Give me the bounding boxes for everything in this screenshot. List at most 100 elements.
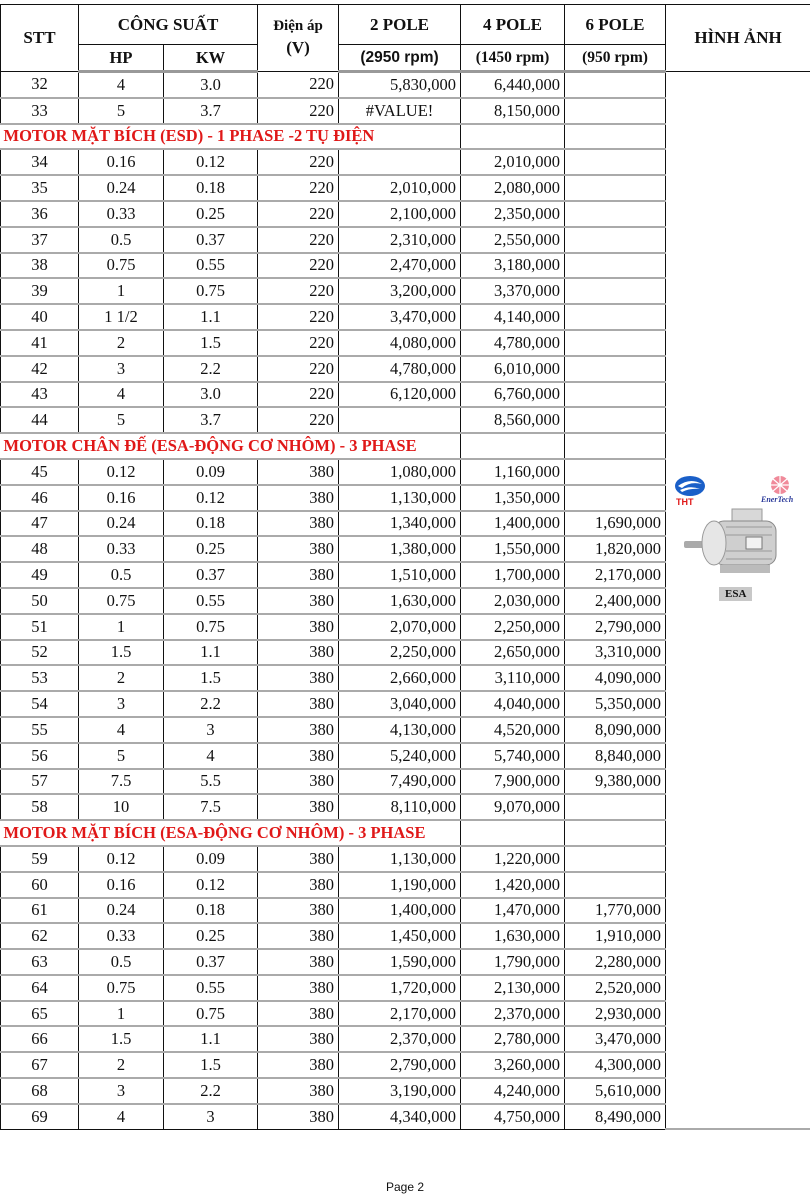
cell-hp: 0.16	[78, 149, 164, 177]
table-row: 58 10 7.5 380 8,110,000 9,070,000	[0, 794, 810, 822]
cell-stt: 43	[0, 381, 79, 409]
header-4-pole-rpm: (1450 rpm)	[460, 44, 566, 73]
table-row: 39 1 0.75 220 3,200,000 3,370,000	[0, 278, 810, 306]
cell-price-2-pole: 1,590,000	[338, 949, 462, 976]
cell-price-4-pole: 4,780,000	[460, 329, 566, 357]
cell-hp: 0.33	[78, 923, 164, 951]
section-title: MOTOR CHÂN ĐẾ (ESA-ĐỘNG CƠ NHÔM) - 3 PHA…	[0, 433, 462, 460]
cell-stt: 52	[0, 639, 79, 667]
cell-price-6-pole: 1,690,000	[564, 510, 667, 538]
cell-hp: 1	[78, 1000, 164, 1028]
cell-kw: 2.2	[162, 691, 259, 718]
cell-price-6-pole	[564, 458, 667, 486]
cell-price-2-pole: 7,490,000	[338, 768, 462, 796]
table-row: 55 4 3 380 4,130,000 4,520,000 8,090,000	[0, 716, 810, 744]
cell-hp: 5	[78, 742, 164, 770]
cell-kw: 3.7	[162, 97, 259, 125]
cell-price-4-pole: 2,650,000	[460, 639, 566, 667]
cell-voltage: 380	[257, 949, 340, 976]
table-row: 38 0.75 0.55 220 2,470,000 3,180,000	[0, 252, 810, 280]
cell-voltage: 220	[257, 407, 340, 435]
cell-price-6-pole	[564, 355, 667, 383]
cell-price-4-pole: 1,790,000	[460, 949, 566, 976]
cell-price-6-pole: 9,380,000	[564, 768, 667, 796]
cell-price-6-pole	[564, 407, 667, 435]
cell-price-6-pole: 3,310,000	[564, 639, 667, 667]
header-dien-ap: Điện áp (V)	[257, 4, 340, 72]
table-row: 36 0.33 0.25 220 2,100,000 2,350,000	[0, 200, 810, 228]
cell-price-4-pole: 6,010,000	[460, 355, 566, 383]
cell-stt: 65	[0, 1000, 79, 1028]
cell-price-2-pole: 8,110,000	[338, 794, 462, 822]
cell-stt: 45	[0, 458, 79, 486]
cell-kw: 0.25	[162, 200, 259, 228]
cell-price-2-pole: 1,510,000	[338, 562, 462, 589]
cell-price-6-pole: 1,770,000	[564, 897, 667, 925]
cell-price-6-pole: 5,610,000	[564, 1078, 667, 1105]
cell-price-4-pole: 4,140,000	[460, 304, 566, 331]
cell-price-4-pole: 1,160,000	[460, 458, 566, 486]
cell-stt: 60	[0, 871, 79, 899]
cell-price-6-pole	[564, 484, 667, 512]
cell-stt: 53	[0, 665, 79, 693]
table-row: 63 0.5 0.37 380 1,590,000 1,790,000 2,280,000	[0, 949, 810, 976]
cell-voltage: 380	[257, 1000, 340, 1028]
cell-price-2-pole: 1,080,000	[338, 458, 462, 486]
cell-price-4-pole: 4,040,000	[460, 691, 566, 718]
cell-price-6-pole: 2,280,000	[564, 949, 667, 976]
cell-kw: 5.5	[162, 768, 259, 796]
cell-stt: 58	[0, 794, 79, 822]
empty-cell	[564, 820, 667, 847]
cell-price-2-pole: 4,780,000	[338, 355, 462, 383]
cell-hp: 0.24	[78, 510, 164, 538]
cell-hp: 0.5	[78, 562, 164, 589]
header-6-pole-rpm: (950 rpm)	[564, 44, 667, 73]
cell-kw: 0.12	[162, 871, 259, 899]
cell-price-2-pole: 2,370,000	[338, 1026, 462, 1054]
cell-voltage: 380	[257, 768, 340, 796]
cell-price-4-pole: 8,150,000	[460, 97, 566, 125]
cell-kw: 1.5	[162, 665, 259, 693]
cell-price-6-pole	[564, 381, 667, 409]
section-row: MOTOR MẶT BÍCH (ESD) - 1 PHASE -2 TỤ ĐIỆ…	[0, 123, 810, 151]
cell-price-6-pole	[564, 278, 667, 306]
cell-price-6-pole	[564, 200, 667, 228]
table-row: 37 0.5 0.37 220 2,310,000 2,550,000	[0, 226, 810, 254]
cell-stt: 61	[0, 897, 79, 925]
cell-kw: 0.55	[162, 974, 259, 1002]
cell-kw: 3.7	[162, 407, 259, 435]
cell-stt: 54	[0, 691, 79, 718]
table-row: 64 0.75 0.55 380 1,720,000 2,130,000 2,520,000	[0, 974, 810, 1002]
cell-price-2-pole	[338, 149, 462, 177]
cell-kw: 3.0	[162, 71, 259, 99]
cell-hp: 0.33	[78, 200, 164, 228]
cell-stt: 49	[0, 562, 79, 589]
cell-kw: 0.09	[162, 458, 259, 486]
table-row: 61 0.24 0.18 380 1,400,000 1,470,000 1,770,000	[0, 897, 810, 925]
cell-price-4-pole: 3,370,000	[460, 278, 566, 306]
empty-cell	[564, 433, 667, 460]
cell-kw: 2.2	[162, 355, 259, 383]
cell-kw: 1.1	[162, 639, 259, 667]
cell-price-2-pole: 4,340,000	[338, 1103, 462, 1130]
cell-stt: 63	[0, 949, 79, 976]
cell-price-4-pole: 2,550,000	[460, 226, 566, 254]
cell-price-2-pole: 2,010,000	[338, 175, 462, 202]
cell-hp: 0.12	[78, 845, 164, 873]
header-2-pole-rpm: (2950 rpm)	[338, 44, 462, 73]
cell-price-6-pole	[564, 794, 667, 822]
cell-price-4-pole: 1,220,000	[460, 845, 566, 873]
cell-price-2-pole: 1,630,000	[338, 587, 462, 615]
cell-price-4-pole: 2,780,000	[460, 1026, 566, 1054]
header-kw: KW	[162, 44, 259, 73]
cell-price-4-pole: 1,420,000	[460, 871, 566, 899]
cell-price-4-pole: 1,470,000	[460, 897, 566, 925]
tht-logo-icon	[675, 476, 706, 497]
table-row: 67 2 1.5 380 2,790,000 3,260,000 4,300,000	[0, 1052, 810, 1080]
table-row: 65 1 0.75 380 2,170,000 2,370,000 2,930,000	[0, 1000, 810, 1028]
page-number: Page 2	[385, 1180, 425, 1194]
cell-price-6-pole: 2,170,000	[564, 562, 667, 589]
cell-kw: 0.18	[162, 897, 259, 925]
cell-voltage: 380	[257, 458, 340, 486]
cell-hp: 0.16	[78, 871, 164, 899]
